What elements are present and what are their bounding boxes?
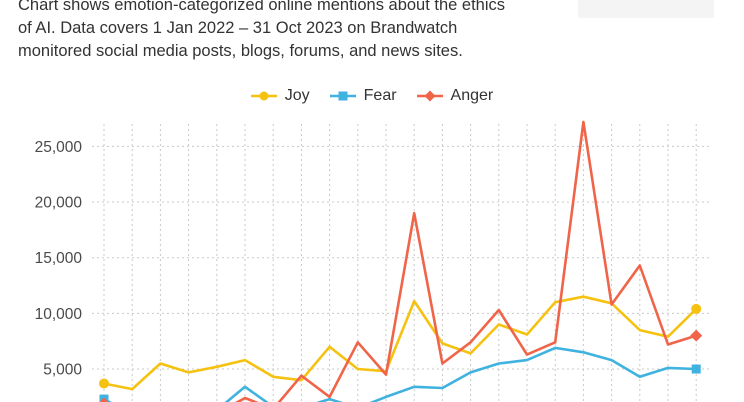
data-point-fear <box>691 364 701 374</box>
legend-item-anger[interactable]: Anger <box>416 87 494 105</box>
subtitle-line-3: monitored social media posts, blogs, for… <box>18 42 463 60</box>
legend-item-joy[interactable]: Joy <box>250 87 310 105</box>
legend-marker-anger <box>416 90 443 102</box>
y-tick-label: 15,000 <box>35 250 83 267</box>
data-point-joy <box>99 378 109 389</box>
legend-marker-fear <box>329 91 356 101</box>
legend-item-fear[interactable]: Fear <box>329 87 397 105</box>
series-line-fear <box>102 346 698 402</box>
series-line-joy <box>102 295 698 391</box>
chart-legend: Joy Fear Anger <box>0 84 744 108</box>
data-point-anger <box>690 329 703 342</box>
data-point-anger <box>99 397 109 402</box>
series-line-anger <box>235 120 698 402</box>
y-tick-label: 20,000 <box>35 195 83 212</box>
legend-marker-joy <box>250 91 277 101</box>
legend-label-joy: Joy <box>284 87 310 104</box>
logo-placeholder <box>578 0 714 18</box>
y-tick-label: 5,000 <box>43 362 82 379</box>
y-tick-label: 10,000 <box>35 306 83 323</box>
legend-label-anger: Anger <box>450 87 494 104</box>
data-point-joy <box>691 303 702 314</box>
y-tick-label: 25,000 <box>35 139 83 156</box>
subtitle-line-2: of AI. Data covers 1 Jan 2022 – 31 Oct 2… <box>18 19 458 37</box>
legend-label-fear: Fear <box>363 87 397 104</box>
subtitle-line-1: Chart shows emotion-categorized online m… <box>18 0 506 14</box>
chart-subtitle: Chart shows emotion-categorized online m… <box>18 0 578 63</box>
